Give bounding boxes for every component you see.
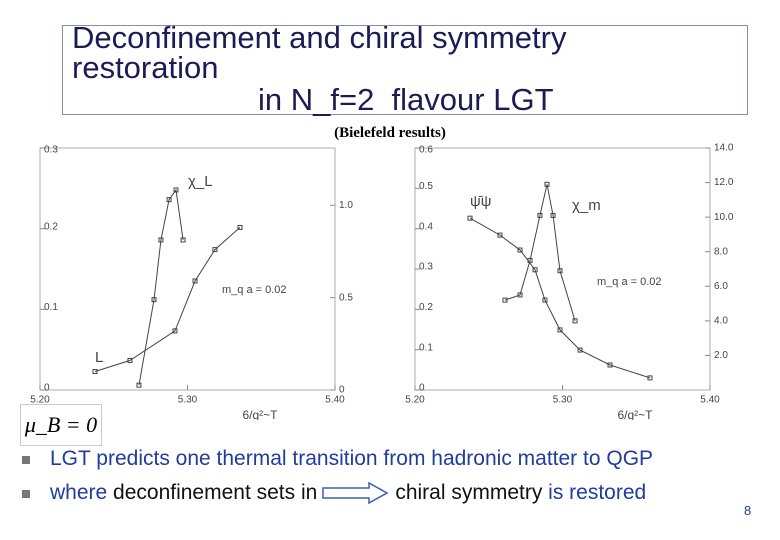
data-point [517,292,523,298]
y2-tick-label: 1.0 [339,200,353,211]
bullet-text: where [50,481,114,504]
data-point [517,247,523,253]
data-point [527,257,533,263]
data-point [537,212,543,218]
series-line [469,217,651,379]
series-line [138,188,184,386]
data-point [467,215,473,221]
y-tick-label: 0.1 [44,302,58,313]
x-axis-label: 6/g²~T [242,408,278,420]
x-tick-label: 5.40 [700,395,720,406]
data-point [577,347,583,353]
data-point [173,187,179,193]
y2-tick-label: 8.0 [714,246,728,257]
annotation: χ_m [572,197,601,214]
data-point [92,369,98,375]
bullet: LGT predicts one thermal transition from… [50,447,653,471]
annotation: m_q a = 0.02 [222,284,287,296]
y2-tick-label: 14.0 [714,143,734,154]
y-tick-label: 0 [419,383,425,394]
data-point [166,197,172,203]
y2-tick-label: 2.0 [714,350,728,361]
data-point [542,297,548,303]
page-number: 8 [744,503,752,518]
data-point [151,297,157,303]
x-tick-label: 5.20 [405,395,425,406]
y2-tick-label: 4.0 [714,315,728,326]
x-tick-label: 5.30 [553,395,573,406]
y-tick-label: 0.3 [419,262,433,273]
data-point [532,267,538,273]
data-point [180,237,186,243]
x-axis-label: 6/g²~T [617,408,653,420]
y2-tick-label: 0.5 [339,292,353,303]
data-point [127,357,133,363]
x-tick-label: 5.40 [325,395,345,406]
y2-tick-label: 10.0 [714,212,734,223]
data-point [557,268,563,274]
bullet-marker [22,490,30,498]
y2-tick-label: 12.0 [714,177,734,188]
data-point [544,181,550,187]
annotation: χ_L [188,173,213,190]
y-tick-label: 0.3 [44,145,58,156]
data-point [607,362,613,368]
annotation: L [95,349,103,366]
series-line [504,184,576,322]
annotation: ψ̄ψ [470,193,491,210]
data-point [192,278,198,284]
formula: μ_B = 0 [20,404,102,446]
annotation: m_q a = 0.02 [597,276,662,288]
y2-tick-label: 0 [339,385,345,396]
bullet-text: is restored [542,481,647,504]
y2-tick-label: 6.0 [714,281,728,292]
y-tick-label: 0.5 [419,181,433,192]
title-box [62,25,748,115]
data-point [557,327,563,333]
title-line: Deconfinement and chiral symmetry [72,20,567,55]
bullet-marker [22,456,30,464]
y-tick-label: 0.6 [419,145,433,156]
y-tick-label: 0.1 [419,342,433,353]
bullet-text: chiral symmetry [395,481,543,504]
bullet: where deconfinement sets in chiral symmet… [50,481,646,505]
plot-frame [414,147,711,391]
data-point [212,247,218,253]
title-line: in N_f=2 flavour LGT [258,82,554,117]
data-point [158,237,164,243]
y-tick-label: 0.2 [44,221,58,232]
bullet-text: deconfinement sets in [113,481,318,504]
data-point [502,297,508,303]
arrow [322,482,389,505]
data-point [572,318,578,324]
title-line: restoration [72,50,219,85]
subtitle: (Bielefeld results) [334,125,446,141]
figures: 0 0.1 0.2 0.3 0 0.5 1.0 5.20 5.30 5.40 6/g²~T χ_L Lm… [30,143,734,420]
data-point [550,212,556,218]
y-tick-label: 0.4 [419,221,433,232]
data-point [647,375,653,381]
data-point [497,232,503,238]
data-point [136,382,142,388]
y-tick-label: 0 [44,383,50,394]
x-tick-label: 5.20 [30,395,50,406]
series-line [94,227,241,373]
x-tick-label: 5.30 [178,395,198,406]
bullet-text: LGT predicts one thermal transition from… [50,447,654,470]
y-tick-label: 0.2 [419,302,433,313]
data-point [172,328,178,334]
data-point [237,224,243,230]
